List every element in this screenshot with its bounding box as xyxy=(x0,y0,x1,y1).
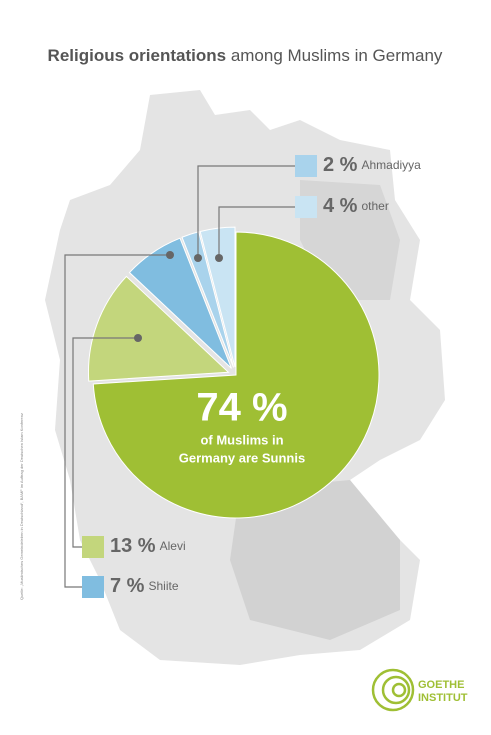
legend-entry: 2 % Ahmadiyya xyxy=(323,154,421,176)
center-text: Germany are Sunnis xyxy=(179,450,305,465)
leader-dot xyxy=(134,334,142,342)
leader-lines xyxy=(64,165,295,588)
logo-ring xyxy=(381,675,411,705)
leader-dot xyxy=(215,254,223,262)
logo-text: GOETHE xyxy=(418,679,464,691)
legend-entry: 7 % Shiite xyxy=(110,575,179,597)
logo-text: INSTITUT xyxy=(418,692,468,704)
pie-slice xyxy=(87,275,230,382)
legend-swatch xyxy=(295,155,317,177)
center-value: 74 % xyxy=(196,386,287,430)
legend-swatch xyxy=(295,196,317,218)
leader-line xyxy=(218,206,295,258)
logo-ring xyxy=(371,668,415,712)
logo xyxy=(371,668,415,712)
legend-value: 4 % xyxy=(323,195,358,217)
leader-line xyxy=(197,165,295,258)
legend-value: 7 % xyxy=(110,575,145,597)
leader-line xyxy=(72,337,138,548)
center-text: of Muslims in xyxy=(200,432,283,447)
logo-ring xyxy=(391,682,407,698)
legend-swatch xyxy=(82,536,104,558)
legend-value: 2 % xyxy=(323,154,358,176)
title-rest: among Muslims in Germany xyxy=(231,46,443,65)
legend: 13 % Alevi 7 % Shiite 2 % Ahmadiyya 4 % other xyxy=(82,154,421,598)
pie-slice xyxy=(92,231,380,519)
legend-entry: 4 % other xyxy=(323,195,389,217)
leader-dots xyxy=(134,251,223,342)
legend-label: Shiite xyxy=(148,579,178,593)
source-note: Quelle: „Muslimisches Gemeindeleben in D… xyxy=(19,413,24,600)
legend-label: other xyxy=(361,199,388,213)
pie xyxy=(87,226,380,519)
leader-line xyxy=(64,254,170,588)
legend-value: 13 % xyxy=(110,535,156,557)
legend-label: Ahmadiyya xyxy=(361,158,421,172)
leader-dot xyxy=(166,251,174,259)
pie-slice xyxy=(199,226,236,368)
pie-slice xyxy=(181,231,235,368)
title-bold: Religious orientations xyxy=(48,46,227,65)
leader-dot xyxy=(194,254,202,262)
chart-title: Religious orientations among Muslims in … xyxy=(48,46,443,65)
map-region xyxy=(230,480,400,640)
legend-entry: 13 % Alevi xyxy=(110,535,186,557)
legend-label: Alevi xyxy=(160,539,186,553)
legend-swatch xyxy=(82,576,104,598)
pie-slice xyxy=(128,237,232,369)
